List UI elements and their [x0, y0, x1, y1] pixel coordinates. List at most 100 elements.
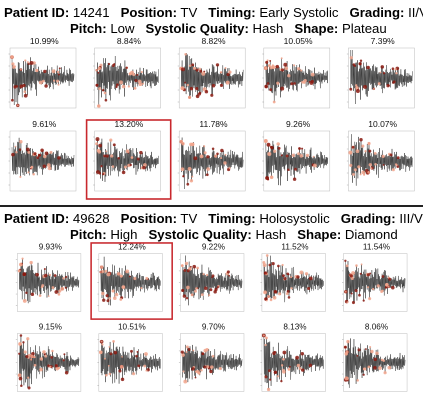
- attention-dot: [391, 67, 395, 70]
- attention-dot: [58, 289, 62, 293]
- attention-dot: [105, 373, 108, 377]
- header-line-2: Pitch: Low Systolic Quality: Hash Shape:…: [70, 20, 423, 38]
- attention-dot: [119, 298, 123, 301]
- attention-dot: [183, 268, 187, 272]
- attention-dot: [211, 276, 214, 279]
- attention-dot: [53, 274, 57, 277]
- attention-dot: [262, 334, 265, 337]
- attention-dot: [284, 66, 289, 71]
- attention-dot: [282, 274, 285, 278]
- attention-dot: [107, 62, 111, 66]
- attention-dot: [266, 142, 271, 147]
- attention-dot: [267, 152, 272, 156]
- attention-dot: [142, 163, 147, 167]
- attention-dot: [277, 146, 281, 150]
- attention-dot: [344, 346, 347, 349]
- attention-dot: [292, 177, 297, 181]
- attention-dot: [195, 287, 198, 290]
- pitch-value: Low: [110, 21, 135, 36]
- subplot: 12.24%: [90, 242, 173, 320]
- attention-dot: [115, 83, 119, 87]
- attention-dot: [136, 73, 139, 76]
- attention-dot: [301, 147, 304, 150]
- attention-dot: [355, 149, 360, 154]
- attention-dot: [29, 60, 34, 65]
- attention-dot: [185, 345, 189, 349]
- attention-dot: [179, 139, 184, 144]
- attention-dot: [19, 334, 23, 337]
- attention-dot: [209, 288, 213, 292]
- subplot: 11.78%: [177, 119, 246, 192]
- attention-dot: [278, 292, 282, 296]
- attention-dot: [62, 359, 65, 362]
- attention-dot: [269, 88, 273, 92]
- attention-dot: [95, 142, 99, 146]
- attention-dot: [387, 285, 390, 288]
- attention-dot: [224, 153, 227, 156]
- attention-dot: [264, 291, 267, 294]
- attention-dot: [136, 157, 140, 161]
- attention-dot: [192, 66, 197, 70]
- attention-dot: [186, 285, 190, 290]
- attention-dot: [103, 154, 107, 158]
- pitch-key: Pitch:: [70, 21, 107, 36]
- attention-dot: [300, 69, 303, 72]
- attention-dot: [53, 79, 56, 82]
- attention-dot: [201, 71, 206, 76]
- attention-dot: [280, 154, 283, 157]
- attention-dot: [367, 171, 370, 174]
- attention-dot: [125, 149, 130, 154]
- systolic-quality-value: Hash: [252, 21, 284, 36]
- attention-dot: [181, 353, 185, 357]
- attention-dot: [29, 260, 33, 265]
- attention-dot: [380, 290, 384, 293]
- attention-dot: [369, 346, 372, 349]
- attention-dot: [100, 165, 103, 168]
- attention-dot: [11, 152, 15, 157]
- attention-dot: [286, 290, 290, 293]
- attention-dot: [38, 294, 42, 298]
- attention-dot: [265, 336, 268, 340]
- attention-dot: [372, 87, 375, 90]
- attention-dot: [374, 163, 377, 166]
- attention-dot: [23, 93, 28, 98]
- attention-dot: [25, 291, 28, 295]
- attention-dot: [180, 264, 184, 267]
- attention-dot: [312, 155, 315, 158]
- attention-dot: [18, 352, 21, 355]
- attention-dot: [357, 165, 361, 169]
- attention-dot: [40, 285, 43, 289]
- attention-dot: [26, 337, 30, 341]
- subplot: 13.20%: [85, 119, 172, 200]
- attention-dot: [19, 262, 23, 267]
- attention-dot: [192, 264, 197, 269]
- attention-dot: [100, 340, 103, 343]
- attention-dot: [202, 273, 205, 276]
- attention-dot: [264, 66, 268, 70]
- attention-dot: [301, 368, 305, 372]
- attention-dot: [225, 80, 230, 85]
- attention-dot: [119, 80, 123, 85]
- attention-dot: [205, 273, 209, 277]
- signal-trace: [100, 341, 161, 384]
- subplot-title: 9.70%: [202, 323, 225, 332]
- attention-dot: [17, 269, 21, 273]
- attention-dot: [228, 274, 231, 277]
- attention-dot: [280, 380, 283, 383]
- attention-dot: [189, 265, 192, 268]
- attention-dot: [359, 59, 363, 62]
- attention-dot: [285, 154, 289, 158]
- attention-dot: [228, 166, 231, 169]
- attention-dot: [287, 273, 290, 276]
- attention-dot: [366, 273, 370, 277]
- attention-dot: [273, 149, 277, 153]
- attention-dot: [379, 71, 382, 74]
- attention-dot: [111, 165, 115, 168]
- attention-dot: [363, 367, 367, 371]
- attention-dot: [43, 69, 47, 74]
- attention-dot: [198, 91, 202, 95]
- attention-dot: [38, 80, 43, 85]
- attention-dot: [384, 286, 388, 289]
- attention-dot: [35, 272, 39, 277]
- attention-dot: [287, 168, 290, 172]
